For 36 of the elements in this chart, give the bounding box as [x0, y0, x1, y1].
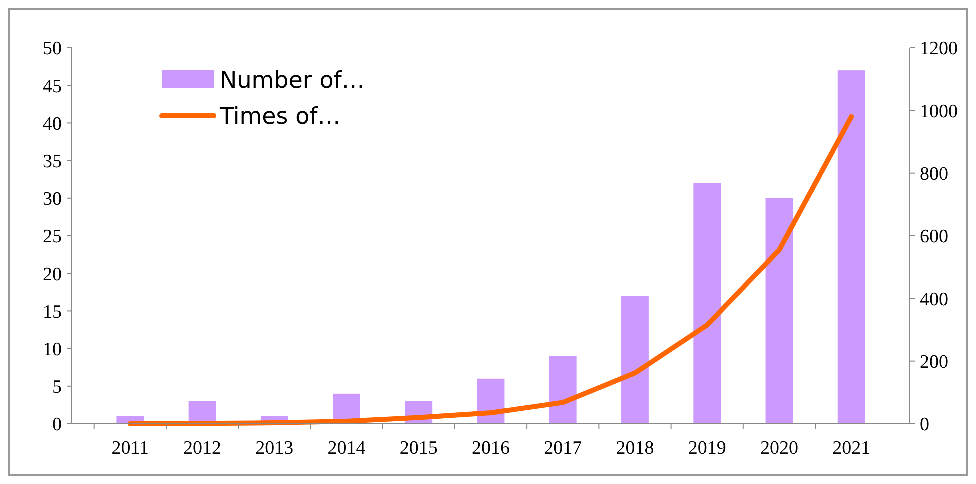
x-tick-label: 2019: [688, 438, 726, 459]
x-tick-label: 2015: [400, 438, 438, 459]
y-tick-label: 0: [52, 414, 62, 436]
y2-tick-label: 600: [920, 226, 948, 248]
y-tick-label: 20: [43, 264, 62, 286]
y-tick-label: 15: [43, 302, 62, 323]
x-tick-label: 2018: [616, 438, 654, 459]
bar: [622, 296, 649, 424]
y-tick-label: 45: [43, 76, 62, 98]
x-tick-label: 2017: [544, 438, 582, 459]
x-tick-label: 2011: [112, 438, 150, 459]
y2-tick-label: 1000: [920, 101, 958, 122]
legend-label: Number of…: [220, 68, 365, 94]
x-tick-label: 2020: [760, 438, 798, 459]
bar: [838, 70, 866, 424]
legend-label: Times of…: [219, 104, 341, 130]
y-tick-label: 40: [43, 114, 62, 135]
y-tick-label: 50: [43, 38, 62, 60]
y2-tick-label: 400: [920, 289, 948, 310]
y-tick-label: 30: [43, 189, 62, 210]
y2-tick-label: 200: [920, 352, 948, 373]
y2-tick-label: 800: [920, 164, 948, 185]
bar: [549, 356, 577, 424]
x-tick-label: 2021: [832, 438, 871, 459]
y-tick-label: 5: [52, 377, 62, 398]
x-tick-label: 2014: [328, 438, 366, 459]
y2-tick-label: 0: [920, 414, 930, 436]
bar: [694, 183, 722, 424]
bar: [766, 198, 794, 424]
y-tick-label: 25: [43, 226, 62, 248]
x-tick-label: 2012: [184, 438, 222, 459]
x-tick-label: 2013: [256, 438, 294, 459]
y2-tick-label: 1200: [920, 38, 958, 60]
y-tick-label: 10: [43, 339, 62, 360]
x-tick-label: 2016: [472, 438, 510, 459]
y-tick-label: 35: [43, 151, 62, 172]
